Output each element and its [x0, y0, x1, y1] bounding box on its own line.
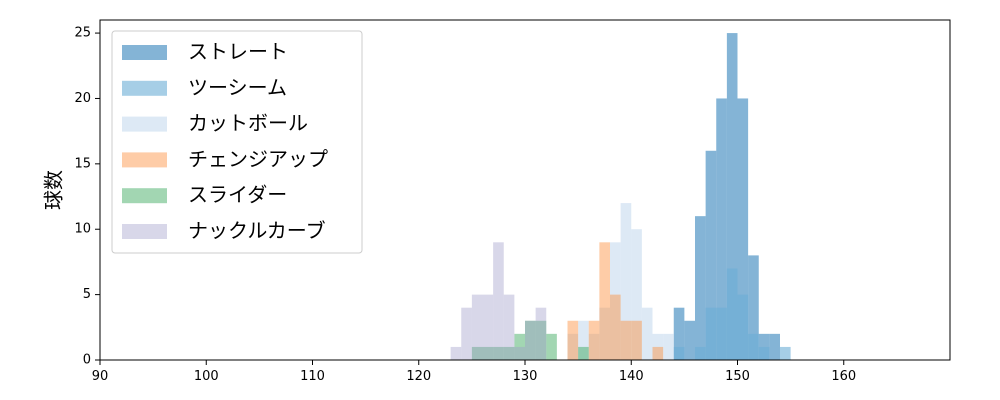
x-tick-label: 90: [92, 369, 109, 384]
legend-swatch-5: [122, 224, 167, 239]
y-tick-label: 5: [83, 287, 91, 302]
y-tick-label: 15: [74, 156, 91, 171]
bar-s5-b6: [514, 346, 525, 360]
bar-s0-b3: [705, 150, 717, 360]
histogram-bars: [450, 33, 791, 360]
y-tick-label: 0: [83, 353, 91, 368]
bar-s3-b1: [588, 320, 600, 360]
bar-s5-b8: [535, 307, 547, 360]
x-tick-label: 110: [300, 369, 325, 384]
bar-s1-b2: [705, 307, 717, 360]
bar-s2-b1: [578, 320, 589, 360]
bar-s3-b4: [620, 320, 632, 360]
bar-s0-b2: [695, 216, 706, 360]
legend-label-2: カットボール: [188, 111, 308, 135]
bar-s4-b0: [471, 346, 483, 360]
bar-s1-b5: [737, 294, 749, 360]
bar-s4-b5: [525, 320, 536, 360]
bar-s4-b7: [546, 333, 557, 360]
bar-s1-b1: [695, 346, 706, 360]
legend-swatch-0: [122, 45, 167, 60]
bar-s3-b6: [652, 346, 664, 360]
y-axis: 0 5 10 15 20 25: [74, 26, 100, 368]
legend-swatch-3: [122, 152, 167, 168]
legend-label-4: スライダー: [188, 183, 287, 207]
bar-s2-b0: [567, 333, 579, 360]
x-tick-label: 140: [619, 369, 644, 384]
bar-s5-b5: [503, 294, 515, 360]
bar-s2-b5: [620, 203, 632, 360]
bar-s1-b6: [748, 333, 759, 360]
bar-s2-b7: [641, 307, 653, 360]
bar-s4-b4: [514, 333, 525, 360]
bar-s3-b5: [631, 320, 642, 360]
y-tick-label: 10: [74, 222, 91, 237]
x-tick-label: 150: [725, 369, 750, 384]
bar-s0-b7: [748, 255, 759, 360]
bar-s1-b8: [780, 346, 791, 360]
legend-label-0: ストレート: [188, 40, 288, 64]
bar-s3-b3: [610, 294, 621, 360]
legend-swatch-4: [122, 188, 167, 204]
bar-s2-b3: [599, 307, 610, 360]
x-tick-label: 130: [513, 369, 538, 384]
legend-swatch-1: [122, 80, 167, 96]
y-axis-label: 球数: [42, 170, 66, 210]
bar-s4-b3: [503, 346, 515, 360]
y-tick-label: 25: [74, 26, 91, 41]
x-axis: 90 100 110 120 130 140 150 160: [92, 360, 856, 384]
bar-s2-b2: [588, 333, 600, 360]
bar-s1-b0: [673, 346, 685, 360]
bar-s0-b0: [673, 307, 685, 360]
bar-s4-b6: [535, 320, 547, 360]
x-tick-label: 100: [194, 369, 219, 384]
bar-s5-b3: [482, 294, 494, 360]
bar-s5-b2: [471, 294, 483, 360]
bar-s1-b3: [716, 307, 727, 360]
legend-label-3: チェンジアップ: [188, 147, 328, 171]
bar-s2-b6: [631, 229, 642, 360]
bar-s2-b9: [663, 333, 674, 360]
bar-s0-b6: [737, 98, 749, 360]
bar-s2-b8: [652, 333, 664, 360]
legend-label-1: ツーシーム: [188, 75, 287, 99]
bar-s0-b5: [726, 33, 738, 360]
bar-s3-b2: [599, 242, 610, 360]
legend-swatch-2: [122, 116, 167, 132]
legend-frame: [111, 30, 363, 254]
bar-s2-b4: [610, 242, 621, 360]
bar-s4-b1: [482, 346, 494, 360]
legend-label-5: ナックルカーブ: [188, 219, 326, 243]
y-tick-label: 20: [74, 91, 91, 106]
bar-s0-b1: [684, 320, 695, 360]
x-tick-label: 120: [406, 369, 431, 384]
x-tick-label: 160: [831, 369, 856, 384]
bar-s5-b4: [493, 242, 504, 360]
bar-s0-b9: [769, 333, 780, 360]
bar-s1-b4: [726, 268, 738, 360]
bar-s0-b4: [716, 98, 727, 360]
bar-s5-b0: [450, 346, 462, 360]
bar-s1-b7: [758, 346, 770, 360]
bar-s4-b2: [493, 346, 504, 360]
bar-s5-b1: [461, 307, 472, 360]
bar-s3-b0: [567, 320, 579, 360]
bar-s4-b8: [578, 346, 589, 360]
bar-s5-b7: [525, 320, 536, 360]
